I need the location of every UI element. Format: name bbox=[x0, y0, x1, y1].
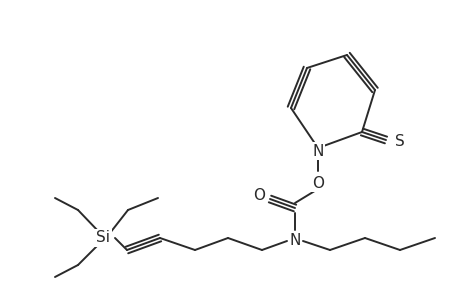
Text: O: O bbox=[311, 176, 323, 190]
Text: N: N bbox=[312, 143, 323, 158]
Text: S: S bbox=[394, 134, 404, 149]
Text: Si: Si bbox=[96, 230, 110, 245]
Text: O: O bbox=[252, 188, 264, 203]
Text: N: N bbox=[289, 233, 300, 248]
